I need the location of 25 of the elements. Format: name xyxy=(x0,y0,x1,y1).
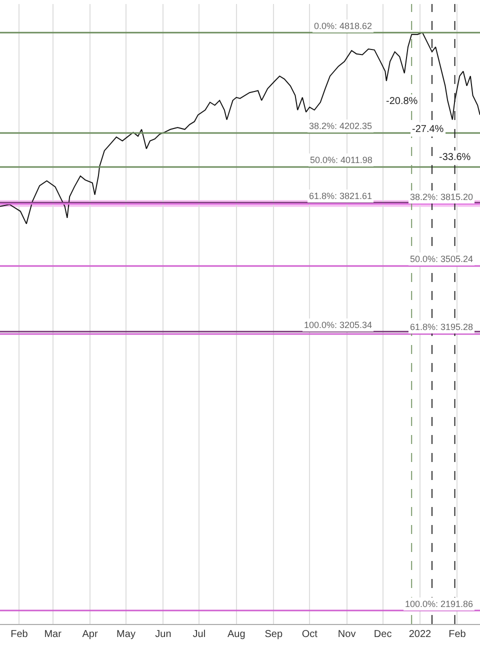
x-tick-label: 2022 xyxy=(408,629,432,640)
ref-line-label: 61.8%: 3195.28 xyxy=(410,322,474,332)
x-tick-label: Nov xyxy=(338,629,356,640)
x-tick-label: Jul xyxy=(192,629,206,640)
ref-line-label: 50.0%: 3505.24 xyxy=(410,254,474,264)
x-tick-label: Sep xyxy=(264,629,283,640)
x-tick-label: Jun xyxy=(155,629,172,640)
x-tick-label: Feb xyxy=(448,629,466,640)
ref-line-label: 100.0%: 2191.86 xyxy=(405,599,474,609)
ref-line-label: 0.0%: 4818.62 xyxy=(314,21,372,31)
x-tick-label: Oct xyxy=(302,629,318,640)
annotation: -33.6% xyxy=(439,152,471,163)
annotation: -27.4% xyxy=(412,124,444,135)
x-tick-label: Aug xyxy=(228,629,246,640)
ref-line-label: 38.2%: 3815.20 xyxy=(410,192,474,202)
x-tick-label: Feb xyxy=(10,629,28,640)
x-tick-label: Dec xyxy=(374,629,392,640)
x-tick-label: Apr xyxy=(82,629,98,640)
x-tick-label: Mar xyxy=(44,629,62,640)
x-tick-label: May xyxy=(116,629,136,640)
ref-line-label: 100.0%: 3205.34 xyxy=(304,320,372,330)
ref-line-label: 38.2%: 4202.35 xyxy=(309,121,372,131)
annotation: -20.8% xyxy=(386,96,418,107)
ref-line-label: 61.8%: 3821.61 xyxy=(309,191,372,201)
ref-line-label: 50.0%: 4011.98 xyxy=(310,155,372,165)
